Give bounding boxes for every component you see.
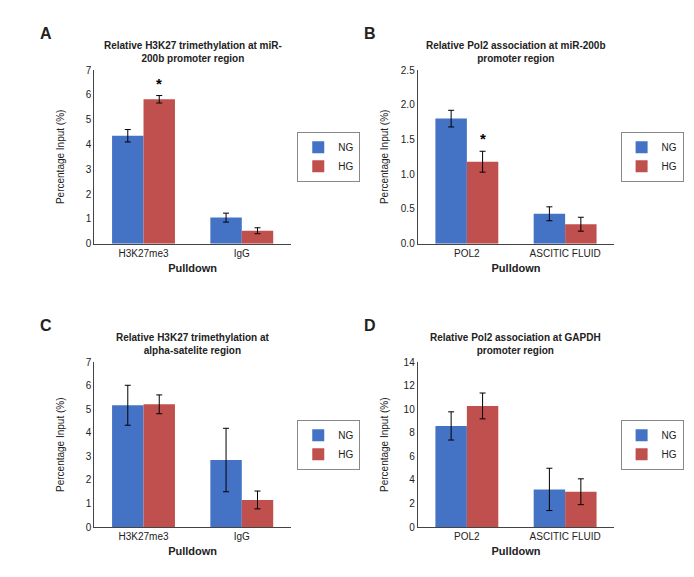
svg-text:2: 2 (86, 189, 92, 200)
svg-text:POL2: POL2 (454, 531, 480, 542)
svg-text:2.0: 2.0 (401, 99, 415, 110)
svg-text:IgG: IgG (234, 248, 250, 259)
svg-text:NG: NG (662, 430, 677, 441)
svg-text:H3K27me3: H3K27me3 (119, 248, 169, 259)
svg-text:6: 6 (86, 89, 92, 100)
svg-text:Relative H3K27 trimethylation: Relative H3K27 trimethylation atalpha-sa… (116, 332, 269, 356)
svg-text:7: 7 (86, 65, 92, 76)
svg-text:Pulldown: Pulldown (492, 262, 541, 274)
svg-text:A: A (40, 25, 52, 42)
svg-text:ASCITIC FLUID: ASCITIC FLUID (530, 531, 601, 542)
svg-text:0: 0 (86, 522, 92, 533)
svg-text:10: 10 (404, 404, 416, 415)
svg-text:2: 2 (86, 474, 92, 485)
svg-text:Pulldown: Pulldown (168, 545, 217, 557)
svg-text:2.5: 2.5 (401, 65, 415, 76)
svg-text:NG: NG (338, 142, 353, 153)
svg-text:0: 0 (409, 522, 415, 533)
svg-text:Percentage Input (%): Percentage Input (%) (379, 110, 390, 205)
svg-text:2: 2 (409, 498, 415, 509)
svg-text:HG: HG (662, 449, 677, 460)
svg-text:0.0: 0.0 (401, 238, 415, 249)
svg-text:8: 8 (409, 427, 415, 438)
svg-text:NG: NG (662, 142, 677, 153)
svg-text:1: 1 (86, 213, 92, 224)
svg-text:HG: HG (338, 161, 353, 172)
svg-text:1.0: 1.0 (401, 169, 415, 180)
svg-text:H3K27me3: H3K27me3 (119, 531, 169, 542)
svg-text:NG: NG (338, 430, 353, 441)
svg-text:IgG: IgG (234, 531, 250, 542)
svg-text:HG: HG (338, 449, 353, 460)
svg-text:Pulldown: Pulldown (492, 545, 541, 557)
svg-text:4: 4 (86, 139, 92, 150)
svg-text:6: 6 (86, 380, 92, 391)
svg-text:B: B (364, 25, 376, 42)
svg-text:POL2: POL2 (454, 248, 480, 259)
svg-text:Percentage Input (%): Percentage Input (%) (55, 397, 66, 492)
svg-text:14: 14 (404, 357, 416, 368)
svg-text:3: 3 (86, 164, 92, 175)
svg-text:3: 3 (86, 451, 92, 462)
svg-text:HG: HG (662, 161, 677, 172)
svg-text:12: 12 (404, 380, 416, 391)
svg-text:Percentage Input (%): Percentage Input (%) (55, 110, 66, 205)
svg-text:1.5: 1.5 (401, 134, 415, 145)
svg-text:7: 7 (86, 357, 92, 368)
svg-text:ASCITIC FLUID: ASCITIC FLUID (530, 248, 601, 259)
svg-text:C: C (40, 317, 52, 334)
svg-text:Relative Pol2 association at G: Relative Pol2 association at GAPDHpromot… (430, 332, 601, 356)
svg-text:5: 5 (86, 404, 92, 415)
svg-text:5: 5 (86, 114, 92, 125)
svg-text:1: 1 (86, 498, 92, 509)
svg-text:6: 6 (409, 451, 415, 462)
svg-text:4: 4 (409, 474, 415, 485)
svg-text:0: 0 (86, 238, 92, 249)
svg-text:*: * (156, 75, 162, 92)
svg-text:4: 4 (86, 427, 92, 438)
svg-text:0.5: 0.5 (401, 203, 415, 214)
svg-text:*: * (480, 130, 486, 147)
svg-text:D: D (364, 317, 376, 334)
svg-text:Percentage Input (%): Percentage Input (%) (379, 397, 390, 492)
svg-text:Pulldown: Pulldown (168, 262, 217, 274)
svg-text:Relative H3K27 trimethylation: Relative H3K27 trimethylation at miR-200… (104, 40, 282, 64)
svg-text:Relative Pol2 association at m: Relative Pol2 association at miR-200bpro… (426, 40, 606, 64)
